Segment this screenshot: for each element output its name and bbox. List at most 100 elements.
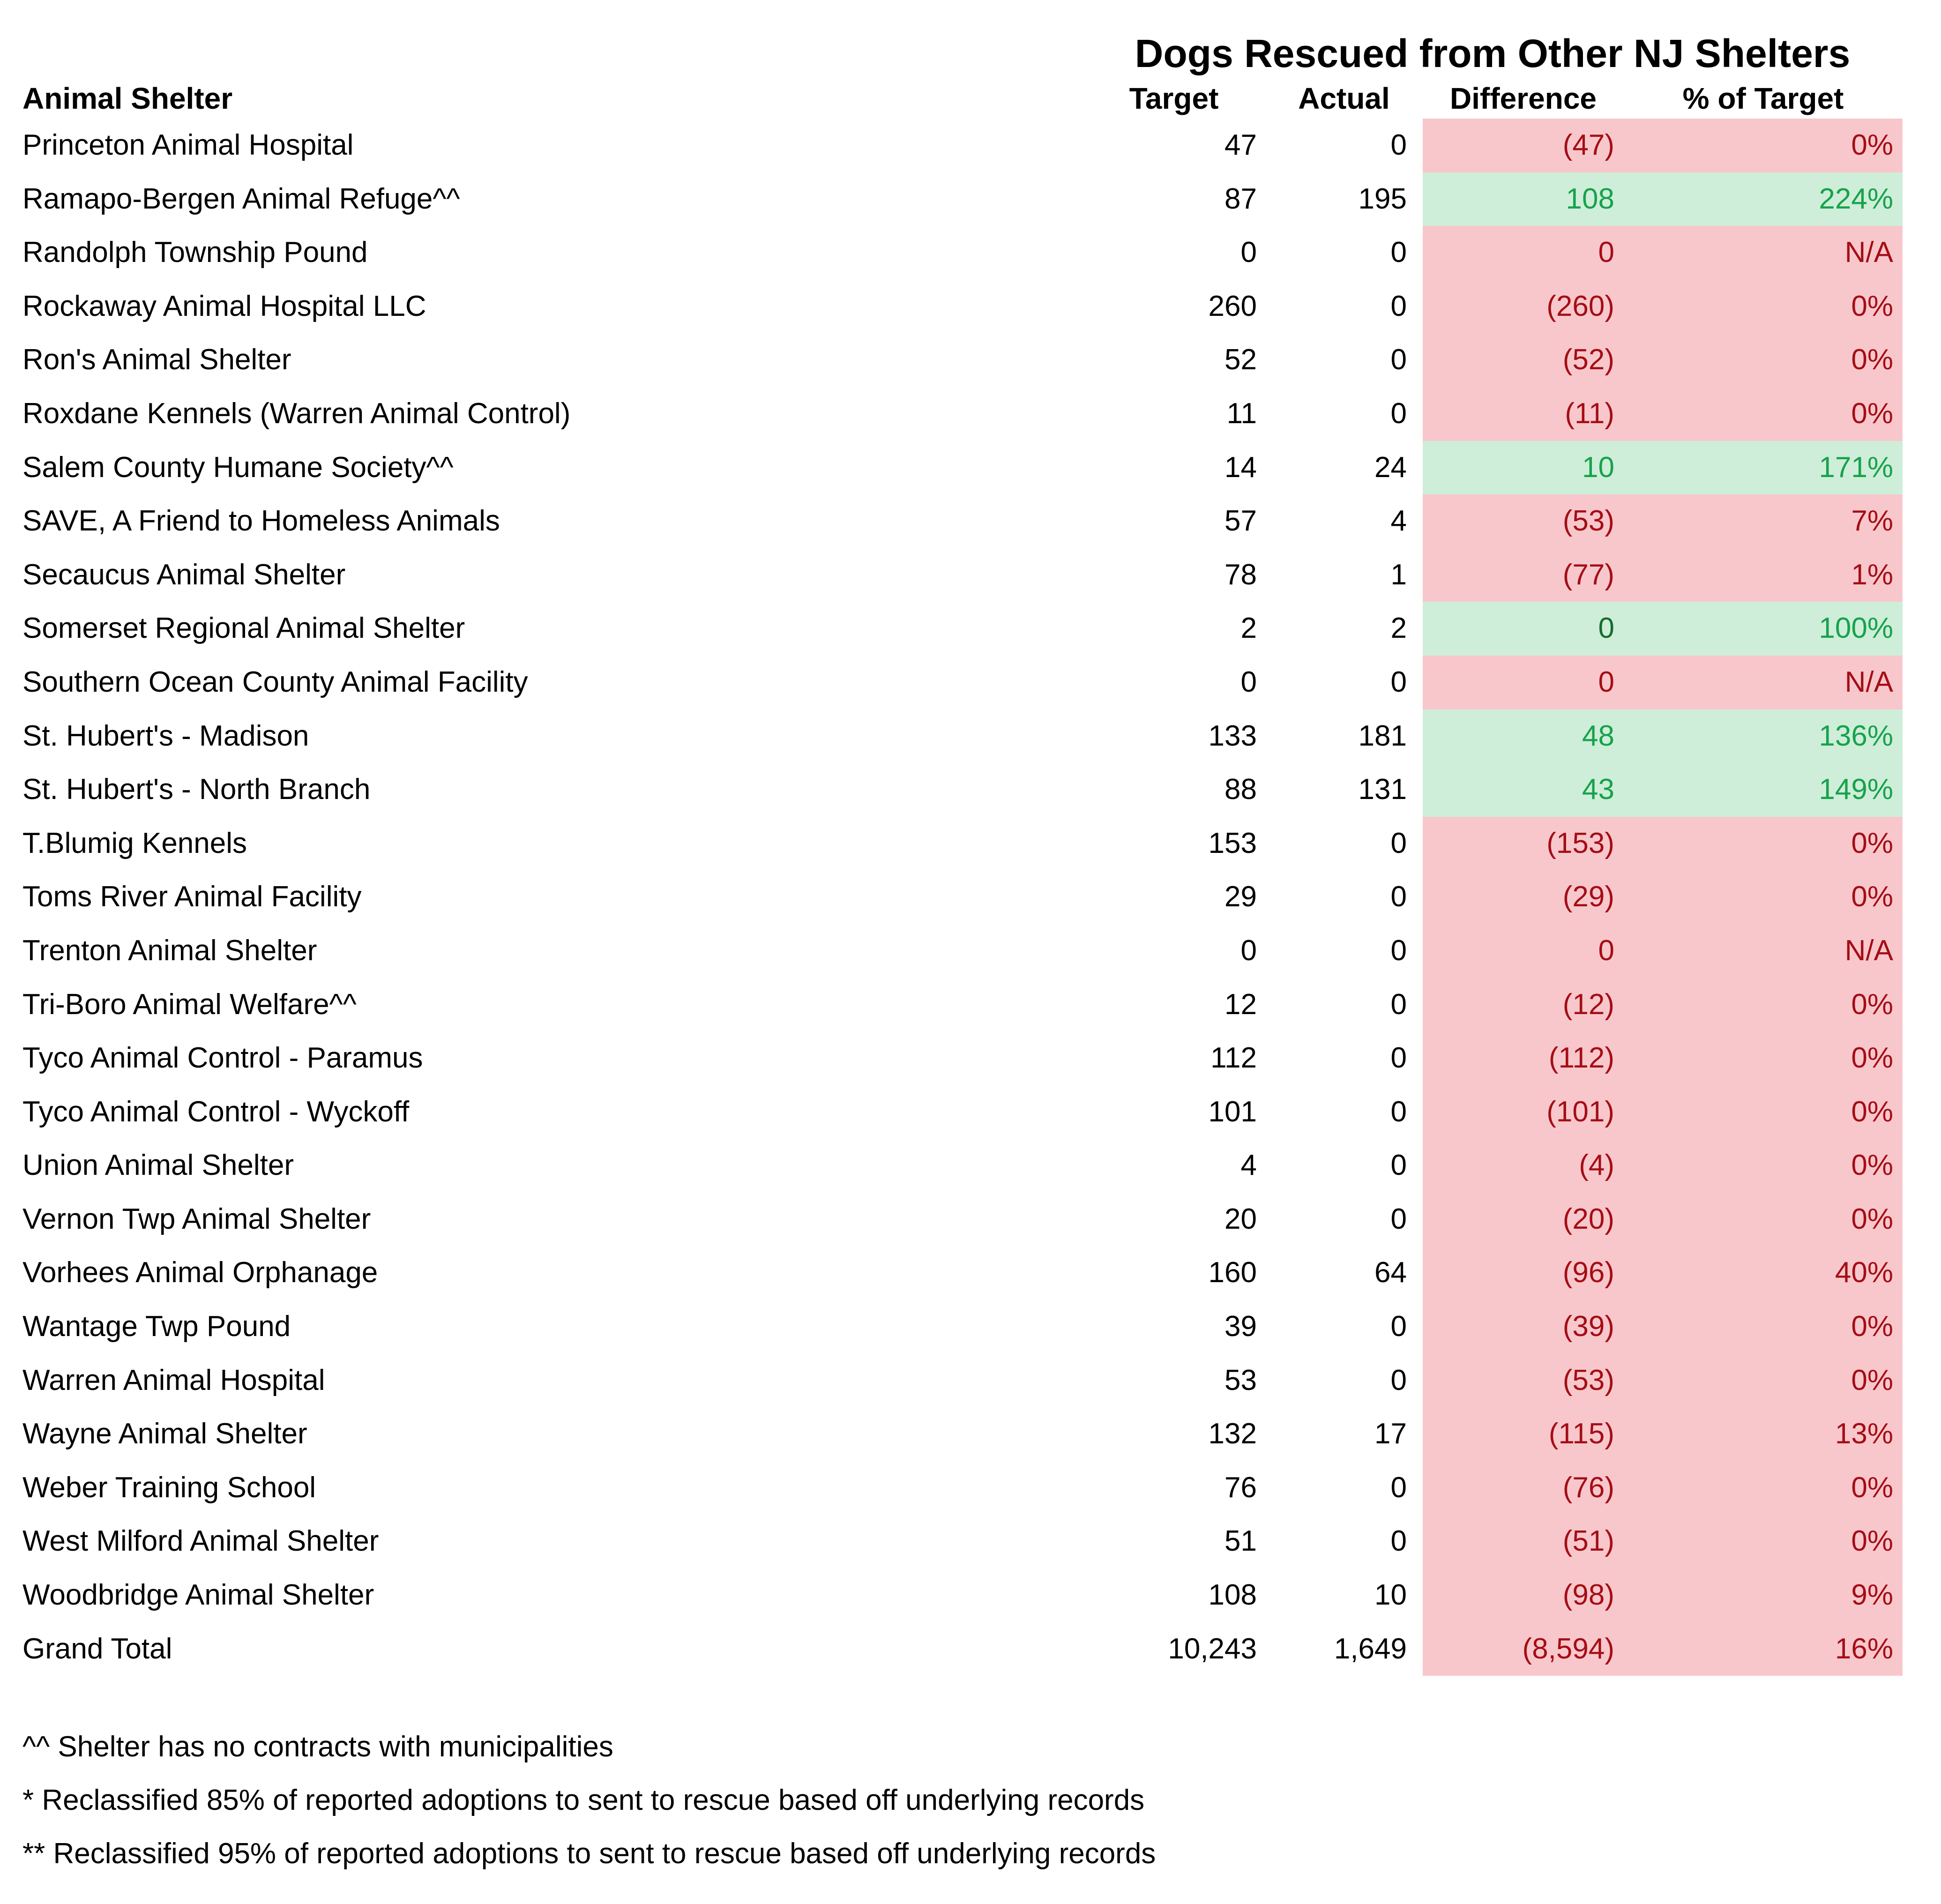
shelter-name-cell: Tyco Animal Control - Wyckoff	[22, 1095, 410, 1128]
actual-cell: 24	[1374, 451, 1407, 484]
pct-of-target-cell: 224%	[1624, 172, 1903, 226]
actual-cell: 0	[1390, 1149, 1407, 1182]
difference-cell: 48	[1423, 709, 1624, 763]
actual-cell: 64	[1374, 1256, 1407, 1289]
table-row: Southern Ocean County Animal Facility 0 …	[0, 655, 1941, 709]
pct-of-target-cell: 0%	[1624, 387, 1903, 441]
actual-cell: 131	[1358, 773, 1407, 806]
table-row: Somerset Regional Animal Shelter 2 2 0 1…	[0, 602, 1941, 656]
difference-cell: (101)	[1423, 1085, 1624, 1139]
actual-cell: 4	[1390, 505, 1407, 538]
difference-cell: (12)	[1423, 978, 1624, 1032]
difference-cell: (98)	[1423, 1568, 1624, 1622]
table-row: Woodbridge Animal Shelter 108 10 (98) 9%	[0, 1568, 1941, 1622]
pct-of-target-cell: 0%	[1624, 870, 1903, 924]
target-cell: 14	[1224, 451, 1257, 484]
col-header-animal-shelter: Animal Shelter	[22, 82, 233, 115]
target-cell: 51	[1224, 1525, 1257, 1558]
actual-cell: 0	[1390, 236, 1407, 269]
shelter-name-cell: Somerset Regional Animal Shelter	[22, 612, 465, 645]
pct-of-target-cell: N/A	[1624, 924, 1903, 978]
difference-cell: (53)	[1423, 1353, 1624, 1408]
table-row: St. Hubert's - North Branch 88 131 43 14…	[0, 763, 1941, 817]
actual-cell: 181	[1358, 719, 1407, 752]
table-row: Grand Total 10,243 1,649 (8,594) 16%	[0, 1622, 1941, 1676]
difference-cell: (77)	[1423, 548, 1624, 602]
shelter-name-cell: Roxdane Kennels (Warren Animal Control)	[22, 397, 571, 430]
pct-of-target-cell: 0%	[1624, 1300, 1903, 1354]
pct-of-target-cell: 0%	[1624, 816, 1903, 871]
difference-cell: (76)	[1423, 1461, 1624, 1515]
table-row: Princeton Animal Hospital 47 0 (47) 0%	[0, 119, 1941, 172]
shelter-name-cell: Tri-Boro Animal Welfare^^	[22, 988, 357, 1021]
target-cell: 87	[1224, 182, 1257, 215]
shelter-name-cell: Southern Ocean County Animal Facility	[22, 665, 528, 698]
table-row: Wayne Animal Shelter 132 17 (115) 13%	[0, 1407, 1941, 1461]
footnote: ^^ Shelter has no contracts with municip…	[22, 1731, 613, 1763]
pct-of-target-cell: 136%	[1624, 709, 1903, 763]
target-cell: 53	[1224, 1364, 1257, 1396]
pct-of-target-cell: 13%	[1624, 1407, 1903, 1461]
pct-of-target-cell: N/A	[1624, 655, 1903, 709]
shelter-name-cell: Salem County Humane Society^^	[22, 451, 454, 484]
shelter-name-cell: Woodbridge Animal Shelter	[22, 1579, 374, 1612]
shelter-name-cell: Ron's Animal Shelter	[22, 343, 291, 376]
shelter-name-cell: Union Animal Shelter	[22, 1149, 294, 1182]
actual-cell: 2	[1390, 612, 1407, 645]
table-row: Tri-Boro Animal Welfare^^ 12 0 (12) 0%	[0, 978, 1941, 1032]
actual-cell: 10	[1374, 1579, 1407, 1612]
actual-cell: 0	[1390, 1202, 1407, 1235]
table-row: Randolph Township Pound 0 0 0 N/A	[0, 226, 1941, 280]
difference-cell: (115)	[1423, 1407, 1624, 1461]
table-row: Salem County Humane Society^^ 14 24 10 1…	[0, 441, 1941, 495]
shelter-name-cell: St. Hubert's - North Branch	[22, 773, 371, 806]
target-cell: 12	[1224, 988, 1257, 1021]
table-row: Vorhees Animal Orphanage 160 64 (96) 40%	[0, 1246, 1941, 1300]
pct-of-target-cell: 0%	[1624, 1515, 1903, 1569]
target-cell: 153	[1208, 827, 1257, 859]
difference-cell: (47)	[1423, 119, 1624, 172]
table-row: Weber Training School 76 0 (76) 0%	[0, 1461, 1941, 1515]
target-cell: 52	[1224, 343, 1257, 376]
difference-cell: 108	[1423, 172, 1624, 226]
table-row: Tyco Animal Control - Paramus 112 0 (112…	[0, 1031, 1941, 1085]
footnote: ** Reclassified 95% of reported adoption…	[22, 1837, 1156, 1870]
actual-cell: 0	[1390, 1364, 1407, 1396]
target-cell: 0	[1240, 236, 1257, 269]
pct-of-target-cell: 0%	[1624, 1192, 1903, 1247]
actual-cell: 0	[1390, 934, 1407, 967]
difference-cell: (112)	[1423, 1031, 1624, 1085]
pct-of-target-cell: 1%	[1624, 548, 1903, 602]
table-title: Dogs Rescued from Other NJ Shelters	[1135, 31, 1851, 75]
pct-of-target-cell: 7%	[1624, 494, 1903, 548]
actual-cell: 0	[1390, 988, 1407, 1021]
target-cell: 0	[1240, 665, 1257, 698]
shelter-name-cell: St. Hubert's - Madison	[22, 719, 309, 752]
target-cell: 101	[1208, 1095, 1257, 1128]
actual-cell: 0	[1390, 129, 1407, 161]
pct-of-target-cell: 0%	[1624, 119, 1903, 172]
table-row: Roxdane Kennels (Warren Animal Control) …	[0, 387, 1941, 441]
shelter-name-cell: Warren Animal Hospital	[22, 1364, 325, 1396]
difference-cell: (11)	[1423, 387, 1624, 441]
actual-cell: 0	[1390, 1525, 1407, 1558]
actual-cell: 1	[1390, 558, 1407, 591]
difference-cell: 0	[1423, 655, 1624, 709]
difference-cell: (8,594)	[1423, 1622, 1624, 1676]
pct-of-target-cell: 16%	[1624, 1622, 1903, 1676]
shelter-name-cell: Ramapo-Bergen Animal Refuge^^	[22, 182, 460, 215]
actual-cell: 195	[1358, 182, 1407, 215]
target-cell: 260	[1208, 290, 1257, 322]
shelter-name-cell: Princeton Animal Hospital	[22, 129, 354, 161]
shelter-name-cell: T.Blumig Kennels	[22, 827, 247, 859]
table-row: Secaucus Animal Shelter 78 1 (77) 1%	[0, 548, 1941, 602]
target-cell: 2	[1240, 612, 1257, 645]
difference-cell: (52)	[1423, 333, 1624, 387]
target-cell: 78	[1224, 558, 1257, 591]
actual-cell: 0	[1390, 290, 1407, 322]
actual-cell: 0	[1390, 397, 1407, 430]
shelter-name-cell: Grand Total	[22, 1632, 172, 1665]
shelter-name-cell: Vorhees Animal Orphanage	[22, 1256, 378, 1289]
table-row: Toms River Animal Facility 29 0 (29) 0%	[0, 870, 1941, 924]
